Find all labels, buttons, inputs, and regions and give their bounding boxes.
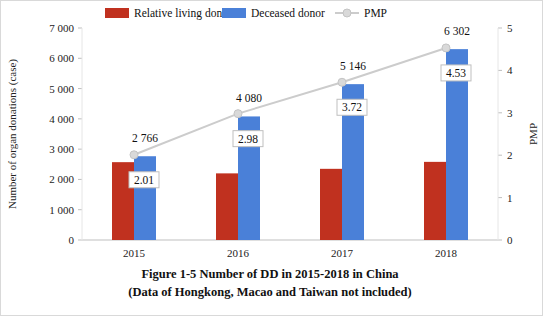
y2-tick <box>498 197 502 198</box>
y2-tick-label: 1 <box>507 192 513 204</box>
bar-label: 2 766 <box>132 132 158 144</box>
y2-tick <box>498 112 502 113</box>
y-tick-label: 5 000 <box>49 83 74 95</box>
line-marker <box>234 110 242 118</box>
bar <box>446 49 468 240</box>
y2-tick <box>498 240 502 241</box>
legend-swatch <box>222 8 246 18</box>
y2-tick-label: 4 <box>507 64 513 76</box>
y-tick-label: 7 000 <box>49 22 74 34</box>
y2-tick <box>498 70 502 71</box>
y-tick-label: 4 000 <box>49 113 74 125</box>
bar <box>320 169 342 240</box>
y-tick <box>78 88 82 89</box>
y2-tick-label: 3 <box>507 107 513 119</box>
frame <box>1 1 543 316</box>
bar-label: 5 146 <box>340 60 366 72</box>
legend-swatch <box>105 8 129 18</box>
y-tick <box>78 179 82 180</box>
line-marker <box>338 78 346 86</box>
y2-tick <box>498 155 502 156</box>
y2-tick <box>498 28 502 29</box>
x-tick-label: 2017 <box>331 247 354 259</box>
chart: 0 1 000 2 000 3 000 4 000 5 000 6 000 7 000 0 1 2 3… <box>0 0 543 316</box>
y-tick <box>78 28 82 29</box>
line-marker <box>442 44 450 52</box>
y-tick-label: 1 000 <box>49 204 74 216</box>
y-axis-title: Number of organ donations (case) <box>6 59 19 209</box>
bar <box>134 156 156 240</box>
line-label-box <box>441 65 471 81</box>
y-tick <box>78 240 82 241</box>
line-label-box <box>337 99 367 115</box>
subtitle: (Data of Hongkong, Macao and Taiwan not … <box>128 285 411 299</box>
y-axis <box>82 28 83 240</box>
line-label: 4.53 <box>446 67 466 79</box>
legend-marker <box>343 9 351 17</box>
y-tick-label: 6 000 <box>49 52 74 64</box>
x-tick-label: 2015 <box>123 247 146 259</box>
line-label-box <box>129 172 159 188</box>
bar-label: 4 080 <box>236 92 262 104</box>
line-label: 3.72 <box>342 101 362 113</box>
y-tick <box>78 209 82 210</box>
y-tick <box>78 58 82 59</box>
x-tick-label: 2018 <box>435 247 458 259</box>
y-tick-label: 3 000 <box>49 143 74 155</box>
line-marker <box>130 151 138 159</box>
legend: Relative living donor Deceased donor PMP <box>105 7 387 20</box>
y2-tick-label: 5 <box>507 22 513 34</box>
y-tick <box>78 118 82 119</box>
title: Figure 1-5 Number of DD in 2015-2018 in … <box>141 267 399 281</box>
plot-area <box>112 44 468 240</box>
data-labels: 2 766 4 080 5 146 6 302 2.01 2.98 3.72 4.53 <box>129 25 471 188</box>
y-tick <box>78 149 82 150</box>
y2-tick-label: 2 <box>507 149 513 161</box>
bar <box>238 116 260 240</box>
y2-axis-title: PMP <box>527 123 539 145</box>
legend-label: Relative living donor <box>134 7 232 20</box>
bar <box>342 84 364 240</box>
y2-axis <box>498 28 499 240</box>
bar <box>424 162 446 240</box>
bar-label: 6 302 <box>444 25 470 37</box>
y-tick-label: 2 000 <box>49 173 74 185</box>
y2-tick-label: 0 <box>507 234 513 246</box>
line <box>134 48 446 155</box>
line-label: 2.98 <box>238 133 258 145</box>
line-label: 2.01 <box>134 174 154 186</box>
x-tick-label: 2016 <box>227 247 250 259</box>
legend-label: PMP <box>364 7 387 19</box>
legend-label: Deceased donor <box>251 7 325 19</box>
bar <box>216 173 238 240</box>
line-label-box <box>233 131 263 147</box>
y-tick-label: 0 <box>69 234 75 246</box>
